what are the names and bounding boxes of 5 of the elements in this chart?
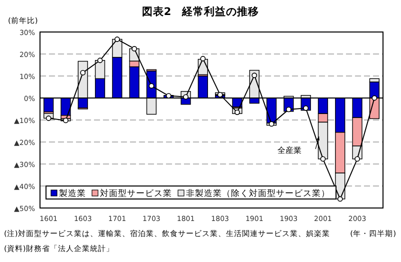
chart-title: 図表2 経常利益の推移 <box>142 5 260 18</box>
text: 全産業 <box>278 146 302 155</box>
legend-label: 対面型サービス業 <box>100 188 172 199</box>
legend-label: 非製造業（除く対面型サービス業） <box>186 188 330 199</box>
legend-label: 製造業 <box>59 188 86 199</box>
